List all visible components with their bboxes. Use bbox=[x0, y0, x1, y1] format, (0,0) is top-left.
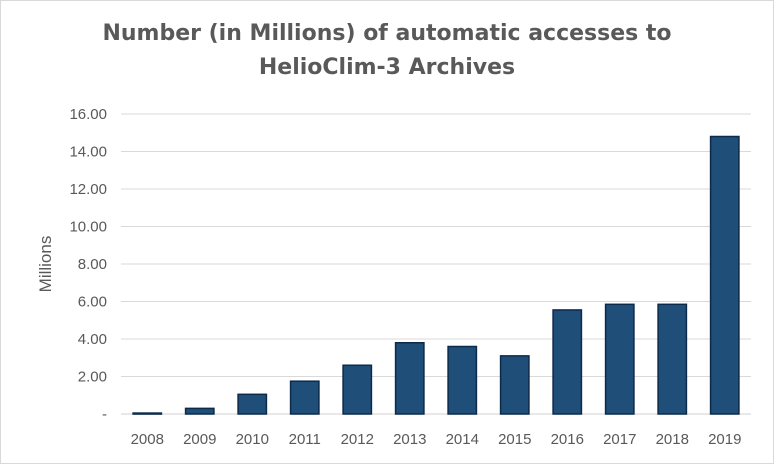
y-axis-title: Millions bbox=[36, 236, 55, 293]
y-tick-label: 10.00 bbox=[69, 219, 107, 236]
y-tick-label: 4.00 bbox=[78, 331, 107, 348]
x-axis-ticks: 2008 2009 2010 2011 2012 2013 2014 2015 2016 2017… bbox=[131, 431, 742, 448]
bar-2015 bbox=[499, 355, 530, 415]
x-tick-label: 2015 bbox=[498, 431, 531, 448]
x-tick-label: 2018 bbox=[656, 431, 689, 448]
bar-2012 bbox=[342, 364, 373, 415]
x-tick-label: 2016 bbox=[551, 431, 584, 448]
bar-2008 bbox=[132, 412, 163, 415]
y-tick-label: 14.00 bbox=[69, 144, 107, 161]
y-tick-label: 12.00 bbox=[69, 181, 107, 198]
bar-2013 bbox=[394, 342, 425, 415]
bar-2018 bbox=[657, 303, 688, 415]
y-tick-label: 6.00 bbox=[78, 294, 107, 311]
bar-2009 bbox=[184, 407, 215, 415]
bar-2010 bbox=[237, 393, 268, 415]
y-tick-label: 16.00 bbox=[69, 106, 107, 123]
x-tick-label: 2009 bbox=[183, 431, 216, 448]
x-tick-label: 2008 bbox=[131, 431, 164, 448]
x-tick-label: 2013 bbox=[393, 431, 426, 448]
y-tick-label: 8.00 bbox=[78, 256, 107, 273]
chart-title: Number (in Millions) of automatic access… bbox=[1, 17, 773, 85]
x-tick-label: 2012 bbox=[341, 431, 374, 448]
chart-title-line-2: HelioClim-3 Archives bbox=[258, 55, 516, 80]
y-axis-ticks: - 2.00 4.00 6.00 8.00 10.00 12.00 14.00 16.00 bbox=[69, 106, 107, 423]
bar-2016 bbox=[552, 309, 583, 415]
bars bbox=[132, 135, 740, 415]
bar-2019 bbox=[709, 135, 740, 415]
x-tick-label: 2014 bbox=[446, 431, 479, 448]
bar-2014 bbox=[447, 345, 478, 415]
bar-2017 bbox=[604, 303, 635, 415]
gridlines bbox=[121, 113, 751, 415]
x-tick-label: 2011 bbox=[289, 431, 321, 448]
x-tick-label: 2010 bbox=[236, 431, 269, 448]
chart-title-line-1: Number (in Millions) of automatic access… bbox=[102, 21, 672, 46]
x-tick-label: 2017 bbox=[603, 431, 636, 448]
bar-2011 bbox=[289, 380, 320, 415]
y-tick-label: 2.00 bbox=[78, 369, 107, 386]
y-tick-label: - bbox=[102, 406, 107, 423]
x-tick-label: 2019 bbox=[708, 431, 741, 448]
